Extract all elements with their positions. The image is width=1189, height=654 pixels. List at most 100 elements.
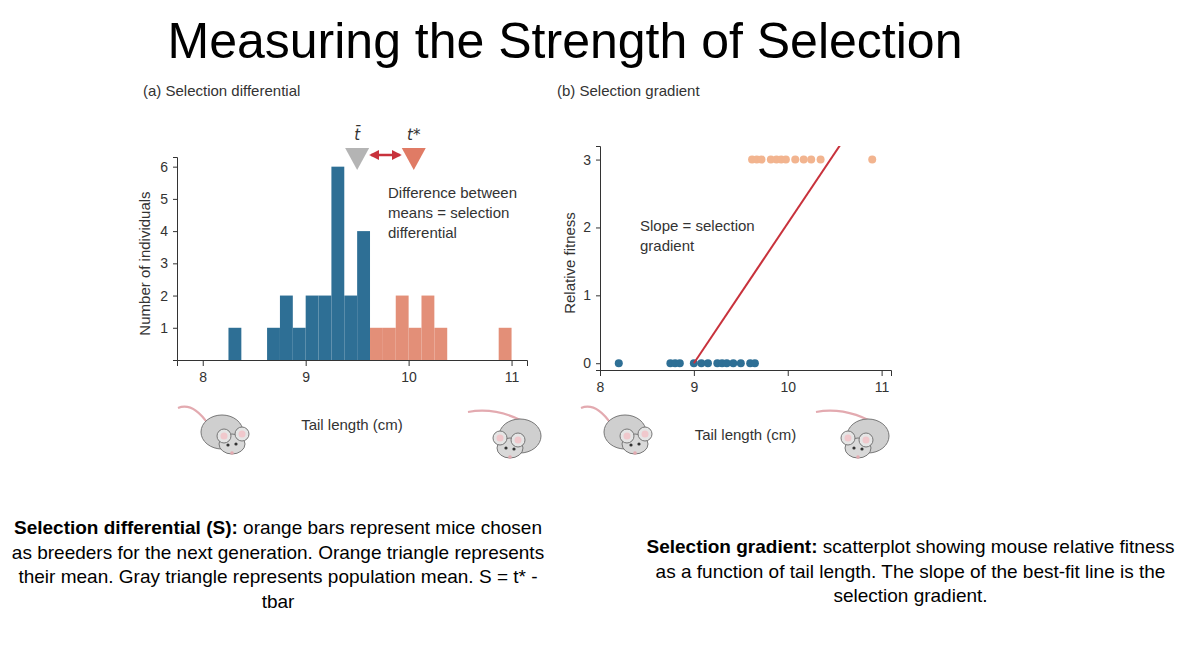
y-tick-mark xyxy=(173,328,177,329)
y-tick-mark xyxy=(596,363,600,364)
caption: Selection gradient: scatterplot showing … xyxy=(638,535,1183,609)
x-axis-title: Tail length (cm) xyxy=(695,426,797,443)
annotation: Difference betweenmeans = selectiondiffe… xyxy=(388,184,517,241)
x-tick-mark xyxy=(203,360,204,366)
annotation: Slope = selectiongradient xyxy=(640,217,755,254)
y-axis: 1 2 3 4 5 6 xyxy=(160,158,177,361)
y-axis-title: Relative fitness xyxy=(561,212,578,314)
y-tick: 3 xyxy=(583,152,600,168)
y-tick: 1 xyxy=(160,320,177,336)
x-tick: 8 xyxy=(597,370,605,395)
bar xyxy=(280,296,293,360)
y-tick-mark xyxy=(173,199,177,200)
mean-marker xyxy=(345,148,369,170)
x-tick: 9 xyxy=(690,370,698,395)
x-tick-mark xyxy=(512,360,513,366)
x-tick-label: 8 xyxy=(199,369,207,385)
mean-label: t̄ xyxy=(354,125,361,144)
point xyxy=(751,359,759,367)
point xyxy=(737,359,745,367)
bar xyxy=(254,360,267,361)
x-tick-mark xyxy=(882,370,883,376)
x-axis: 8 9 10 11 xyxy=(178,360,528,385)
y-axis-line xyxy=(173,158,178,361)
y-tick-label: 2 xyxy=(583,219,591,235)
y-tick: 4 xyxy=(160,223,177,239)
point xyxy=(817,156,825,164)
bar xyxy=(267,328,280,360)
x-tick: 10 xyxy=(401,360,417,385)
point xyxy=(729,359,737,367)
bar xyxy=(241,360,254,361)
panel-b: 8 9 10 11 0 1 2 3 (b) Selection gradient Tail len… xyxy=(557,82,892,443)
x-tick-label: 9 xyxy=(302,369,310,385)
y-axis-line xyxy=(596,147,601,371)
y-tick-label: 3 xyxy=(160,255,168,271)
y-tick-label: 3 xyxy=(583,152,591,168)
point xyxy=(868,156,876,164)
y-tick-label: 2 xyxy=(160,288,168,304)
y-tick-mark xyxy=(173,167,177,168)
mean-marker xyxy=(402,148,426,170)
x-tick: 9 xyxy=(302,360,310,385)
annotation-line: Difference between xyxy=(388,184,517,201)
y-tick-label: 1 xyxy=(160,320,168,336)
y-tick: 5 xyxy=(160,191,177,207)
panel-title: (a) Selection differential xyxy=(143,82,300,99)
point xyxy=(807,156,815,164)
bar xyxy=(486,360,499,361)
y-tick: 0 xyxy=(583,355,600,371)
y-axis-title: Number of individuals xyxy=(136,191,153,335)
x-tick-mark xyxy=(409,360,410,366)
point xyxy=(757,156,765,164)
bar xyxy=(421,296,434,360)
y-tick-mark xyxy=(173,231,177,232)
annotation-line: Slope = selection xyxy=(640,217,755,234)
annotation-line: differential xyxy=(388,224,457,241)
y-tick: 2 xyxy=(160,288,177,304)
plot-marks xyxy=(615,146,876,367)
y-tick-label: 5 xyxy=(160,191,168,207)
y-tick-mark xyxy=(596,227,600,228)
x-tick-label: 10 xyxy=(401,369,417,385)
fit-line xyxy=(694,146,844,363)
x-axis-title: Tail length (cm) xyxy=(301,416,403,433)
y-tick: 2 xyxy=(583,219,600,235)
x-tick-label: 11 xyxy=(875,379,890,395)
bar xyxy=(383,328,396,360)
bar xyxy=(447,360,460,361)
x-tick-mark xyxy=(788,370,789,376)
bar xyxy=(344,296,357,360)
point xyxy=(800,156,808,164)
mouse-icon xyxy=(816,411,889,459)
x-axis-line xyxy=(601,371,892,377)
mouse-icon xyxy=(468,411,541,459)
y-tick-label: 0 xyxy=(583,355,591,371)
panel-title: (b) Selection gradient xyxy=(557,82,700,99)
caption-heading: Selection differential (S): xyxy=(14,517,238,538)
y-tick-label: 6 xyxy=(160,159,168,175)
bar xyxy=(331,167,344,360)
y-tick: 1 xyxy=(583,287,600,303)
bar xyxy=(293,328,306,360)
bar xyxy=(499,328,512,360)
bar xyxy=(306,296,319,360)
point xyxy=(676,359,684,367)
mouse-icon xyxy=(178,407,249,455)
x-tick-mark xyxy=(694,370,695,376)
bar xyxy=(357,231,370,360)
bar xyxy=(319,296,332,360)
x-tick: 8 xyxy=(199,360,207,385)
x-tick: 11 xyxy=(505,360,520,385)
point xyxy=(615,359,623,367)
x-tick-mark xyxy=(306,360,307,366)
bar xyxy=(396,296,409,360)
bar xyxy=(370,328,383,360)
mean-label: t* xyxy=(407,126,421,144)
x-tick: 11 xyxy=(875,370,890,395)
difference-arrow xyxy=(371,154,400,157)
x-axis: 8 9 10 11 xyxy=(597,370,892,395)
y-tick: 6 xyxy=(160,159,177,175)
x-tick: 10 xyxy=(780,370,796,395)
y-tick-label: 4 xyxy=(160,223,168,239)
